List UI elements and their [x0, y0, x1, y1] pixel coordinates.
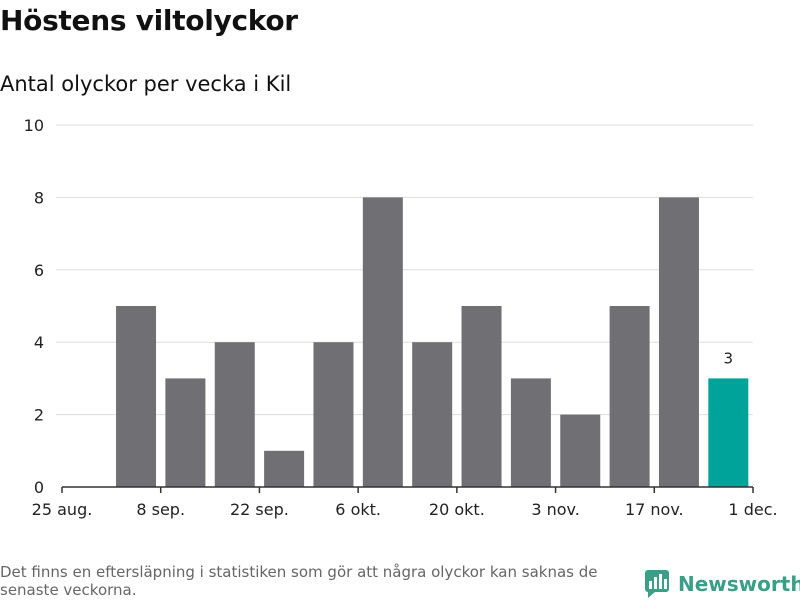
x-tick-label: 20 okt.	[429, 500, 485, 519]
bar	[362, 197, 403, 487]
x-tick-label: 1 dec.	[728, 500, 777, 519]
bar	[510, 378, 551, 487]
bar	[214, 342, 255, 487]
x-tick-label: 25 aug.	[32, 500, 93, 519]
x-tick-label: 8 sep.	[136, 500, 185, 519]
x-tick-label: 3 nov.	[531, 500, 580, 519]
bar	[708, 378, 749, 487]
y-tick-label: 6	[34, 261, 44, 280]
bar	[560, 414, 601, 487]
chart-title: Höstens viltolyckor	[0, 4, 298, 37]
bar	[165, 378, 206, 487]
x-tick-label: 22 sep.	[230, 500, 289, 519]
bar	[264, 450, 305, 487]
bar	[658, 197, 699, 487]
bar-chart: 0 2 4 6 8 10 3 25 aug. 8 sep. 22 sep. 6 okt. 20 okt…	[24, 116, 778, 519]
y-tick-label: 2	[34, 406, 44, 425]
bar	[412, 342, 453, 487]
y-tick-label: 10	[24, 116, 44, 135]
y-tick-label: 4	[34, 333, 44, 352]
chart-subtitle: Antal olyckor per vecka i Kil	[0, 72, 292, 96]
brand-name: Newsworthy	[678, 572, 800, 596]
data-label: 3	[724, 349, 734, 367]
y-tick-label: 0	[34, 478, 44, 497]
x-tick-label: 17 nov.	[625, 500, 684, 519]
brand-logo: Newsworthy	[644, 569, 800, 599]
y-tick-label: 8	[34, 188, 44, 207]
bar	[313, 342, 354, 487]
bar-chart-speech-bubble-icon	[645, 570, 669, 598]
bar	[461, 306, 502, 487]
bar	[609, 306, 650, 487]
x-tick-label: 6 okt.	[335, 500, 381, 519]
bar	[116, 306, 157, 487]
footnote: Det finns en eftersläpning i statistiken…	[0, 563, 598, 599]
